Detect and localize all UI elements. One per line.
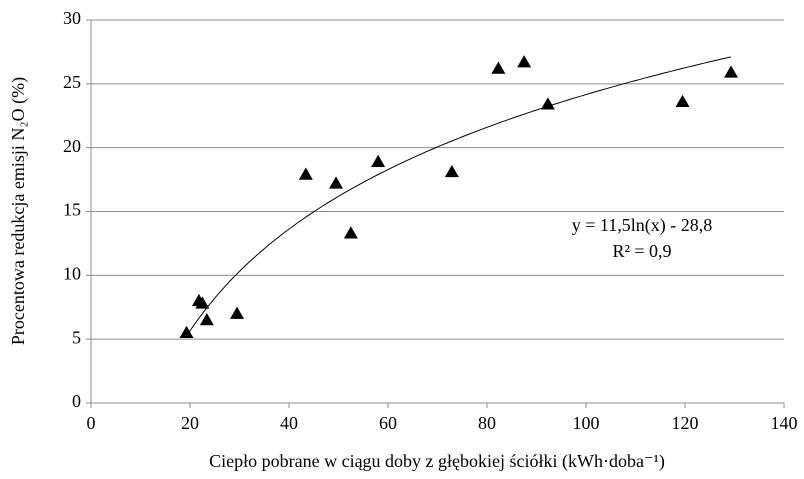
y-tick-label: 25	[63, 72, 81, 92]
y-tick-label: 10	[63, 263, 81, 283]
data-point	[195, 296, 210, 309]
data-point	[540, 97, 555, 110]
x-axis-title: Ciepło pobrane w ciągu doby z głębokiej …	[209, 451, 665, 472]
data-point	[444, 164, 459, 178]
data-point	[298, 167, 313, 180]
y-tick-label: 20	[63, 136, 81, 156]
data-point	[491, 61, 506, 74]
y-tick-label: 30	[63, 8, 81, 28]
data-point	[329, 176, 344, 189]
x-tick-label: 120	[672, 413, 699, 433]
data-point	[179, 325, 194, 339]
data-point	[230, 306, 245, 319]
trend-equation: y = 11,5ln(x) - 28,8	[572, 215, 712, 236]
x-tick-label: 0	[87, 413, 96, 433]
data-point	[724, 65, 739, 78]
x-tick-label: 20	[181, 413, 199, 433]
x-tick-label: 60	[379, 413, 397, 433]
data-point	[675, 94, 690, 107]
x-tick-label: 40	[280, 413, 298, 433]
y-tick-label: 15	[63, 200, 81, 220]
x-tick-label: 140	[771, 413, 798, 433]
data-point	[371, 154, 386, 167]
y-axis-title: Procentowa redukcja emisji N₂O (%)	[8, 77, 29, 345]
trendline	[186, 56, 732, 337]
data-point	[343, 226, 358, 239]
data-point	[517, 55, 532, 68]
x-tick-label: 80	[478, 413, 496, 433]
data-point	[199, 313, 214, 326]
y-tick-label: 5	[72, 327, 81, 347]
y-tick-label: 0	[72, 391, 81, 411]
trend-r-squared: R² = 0,9	[612, 241, 671, 261]
x-tick-label: 100	[573, 413, 600, 433]
